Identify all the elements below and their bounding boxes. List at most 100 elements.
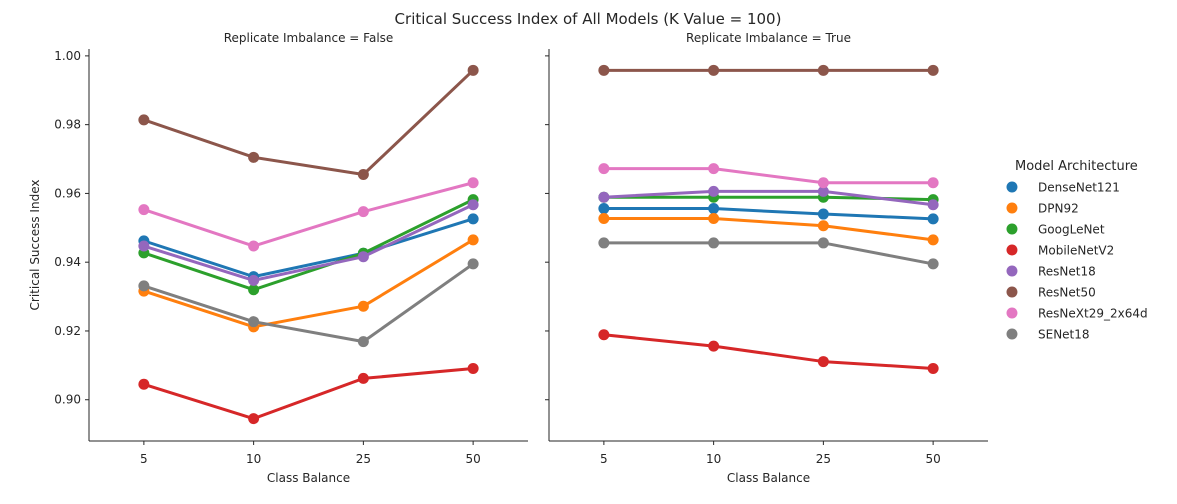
data-point [927,234,939,246]
series-line [603,207,934,221]
data-point [248,284,260,296]
data-point [248,274,260,286]
legend-marker [1006,286,1018,298]
series-line [603,189,934,207]
series-line [143,238,474,329]
chart-panels: Replicate Imbalance = False 0.90 0.92 0.94 0… [28,31,988,485]
x-axis-label: Class Balance [267,471,350,485]
data-point [817,185,829,197]
data-point [708,163,720,175]
series-mobilenetv2 [138,362,479,425]
data-point [817,356,829,368]
series-resnet50 [138,64,479,181]
data-point [357,336,369,348]
legend-marker [1006,265,1018,277]
series-resnet50 [598,64,939,76]
data-point [467,199,479,211]
series-dpn92 [598,213,939,246]
legend-item: ResNet50 [1006,286,1096,300]
data-point [138,204,150,216]
data-point [598,213,610,225]
series-line [143,366,474,421]
data-point [138,280,150,292]
data-point [708,213,720,225]
legend-marker [1006,181,1018,193]
legend-label: GoogLeNet [1038,223,1105,237]
legend-item: DenseNet121 [1006,181,1120,195]
subplot-title: Replicate Imbalance = True [686,31,851,45]
legend-label: MobileNetV2 [1038,244,1114,258]
x-axis-label: Class Balance [727,471,810,485]
legend-item: DPN92 [1006,202,1079,216]
subplot-true: Replicate Imbalance = True 5 10 25 50 Class B… [545,31,988,485]
series-googlenet [138,194,479,296]
series-dpn92 [138,234,479,333]
data-point [467,213,479,225]
legend-marker [1006,328,1018,340]
y-tick-label: 1.00 [54,49,81,63]
data-point [817,64,829,76]
legend-title: Model Architecture [1015,159,1138,174]
data-point [598,163,610,175]
data-point [357,251,369,263]
data-point [138,378,150,390]
data-point [248,316,260,328]
data-point [248,240,260,252]
data-point [927,362,939,374]
legend-label: ResNeXt29_2x64d [1038,307,1148,321]
data-point [598,191,610,203]
data-point [467,258,479,270]
x-tick-label: 10 [706,452,721,466]
y-tick-label: 0.96 [54,186,81,200]
data-point [927,258,939,270]
y-tick-label: 0.90 [54,393,81,407]
legend-item: ResNet18 [1006,265,1096,279]
legend-label: ResNet50 [1038,286,1096,300]
series-line [603,333,934,370]
data-point [467,362,479,374]
data-point [138,240,150,252]
data-point [927,213,939,225]
legend-item: MobileNetV2 [1006,244,1114,258]
data-point [467,234,479,246]
data-point [467,64,479,76]
data-point [927,199,939,211]
x-tick-label: 50 [925,452,940,466]
series-resnext29-2x64d [598,163,939,189]
data-point [708,203,720,215]
series-mobilenetv2 [598,329,939,374]
series-line [143,217,474,279]
series-resnext29-2x64d [138,177,479,252]
data-point [248,413,260,425]
x-tick-label: 10 [246,452,261,466]
x-tick-label: 5 [140,452,148,466]
data-point [598,237,610,249]
legend-marker [1006,223,1018,235]
data-point [927,64,939,76]
data-point [708,185,720,197]
data-point [817,237,829,249]
subplot-false: Replicate Imbalance = False 0.90 0.92 0.94 0… [28,31,528,485]
series-senet18 [598,237,939,270]
legend-label: DPN92 [1038,202,1079,216]
data-point [708,340,720,352]
series-line [143,262,474,344]
data-point [467,177,479,189]
series-line [603,167,934,185]
series-line [143,181,474,248]
series-resnet18 [138,199,479,286]
data-point [598,329,610,341]
legend-marker [1006,307,1018,319]
legend-item: SENet18 [1006,328,1090,342]
series-line [143,198,474,292]
legend-label: ResNet18 [1038,265,1096,279]
y-tick-label: 0.98 [54,118,81,132]
chart-legend: Model Architecture DenseNet121 DPN92 GoogL… [1006,159,1148,342]
legend-marker [1006,244,1018,256]
data-point [357,372,369,384]
legend-label: SENet18 [1038,328,1090,342]
data-point [708,237,720,249]
data-point [357,300,369,312]
